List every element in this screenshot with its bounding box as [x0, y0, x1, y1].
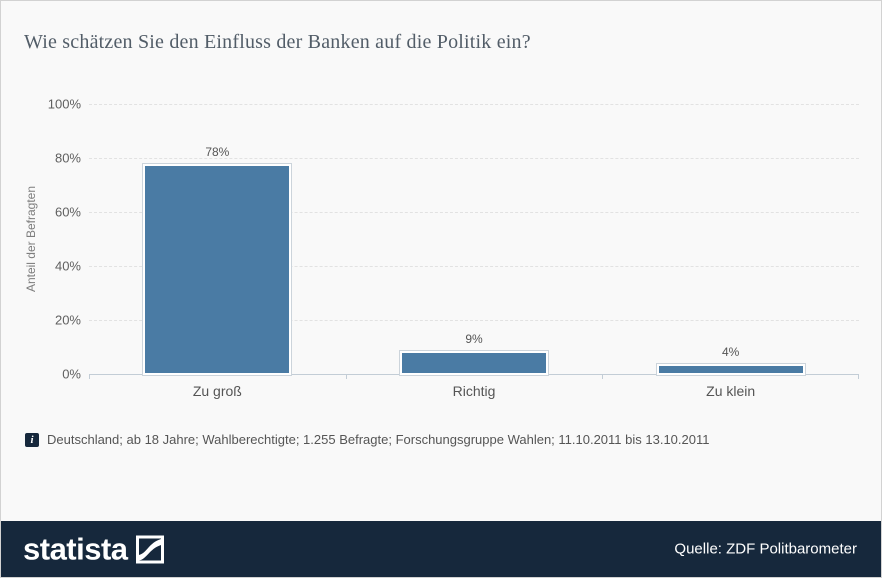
y-tick-label: 0% — [62, 366, 81, 382]
x-axis-tick — [89, 374, 90, 379]
bar-value-label: 78% — [205, 145, 230, 159]
y-axis-tick-labels: 0% 20% 40% 60% 80% 100% — [31, 97, 81, 382]
y-tick-label: 20% — [54, 312, 81, 328]
bar-zu-klein[interactable] — [657, 364, 805, 375]
gridline — [89, 320, 859, 321]
x-axis-tick — [858, 374, 859, 379]
bar-zu-groß[interactable] — [143, 164, 291, 375]
plot-area: 78% Zu groß 9% Richtig 4% Zu klein — [89, 104, 859, 399]
info-icon[interactable]: i — [25, 432, 39, 447]
source-credit: Quelle: ZDF Politbarometer — [674, 540, 857, 558]
gridline — [89, 266, 859, 267]
footnote: i Deutschland; ab 18 Jahre; Wahlberechti… — [25, 432, 709, 447]
footnote-text: Deutschland; ab 18 Jahre; Wahlberechtigt… — [47, 432, 710, 447]
x-category-label: Richtig — [452, 383, 496, 399]
bar-value-label: 4% — [721, 345, 740, 359]
bar-richtig[interactable] — [400, 351, 548, 375]
gridline — [89, 158, 859, 159]
x-category-label: Zu groß — [192, 383, 242, 399]
x-category-label: Zu klein — [706, 383, 756, 399]
y-tick-label: 40% — [54, 258, 81, 274]
statista-swoosh-icon — [135, 535, 164, 563]
y-tick-label: 100% — [47, 96, 81, 112]
gridline — [89, 212, 859, 213]
x-axis-tick — [346, 374, 347, 379]
statista-wordmark: statista — [23, 531, 128, 567]
footer-bar: statista Quelle: ZDF Politbarometer — [1, 521, 881, 577]
bar-value-label: 9% — [465, 332, 483, 346]
y-tick-label: 80% — [54, 150, 81, 166]
statista-logo[interactable]: statista — [23, 534, 164, 565]
gridline — [89, 104, 859, 105]
x-axis-tick — [602, 374, 603, 379]
y-tick-label: 60% — [54, 204, 81, 220]
chart-title: Wie schätzen Sie den Einfluss der Banken… — [24, 31, 531, 53]
